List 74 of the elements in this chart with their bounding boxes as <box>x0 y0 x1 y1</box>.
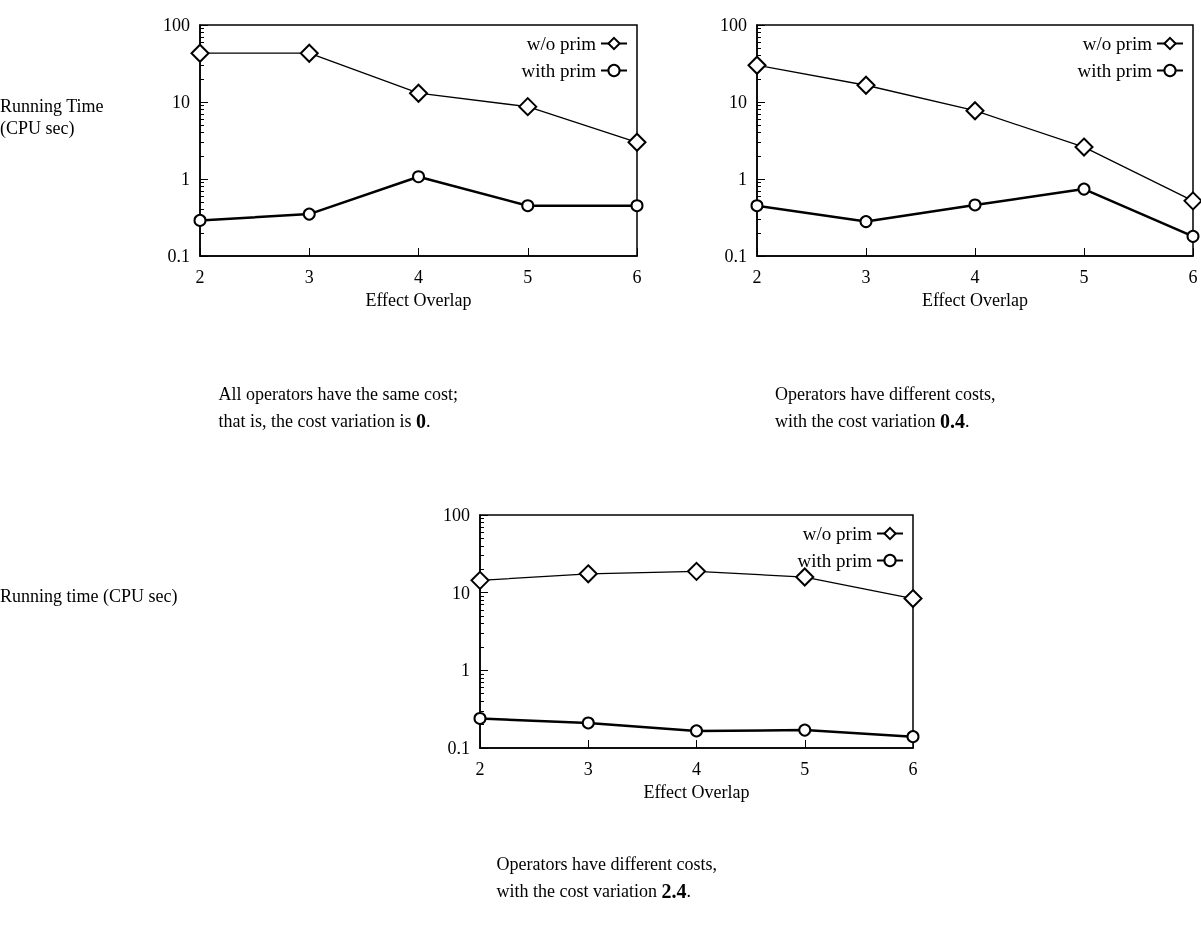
x-tick-label: 5 <box>523 267 533 287</box>
point <box>299 43 319 63</box>
point <box>795 567 815 587</box>
y-tick-label: 10 <box>452 582 470 603</box>
x-tick-label: 3 <box>304 267 314 287</box>
text: Operators have different costs, <box>496 854 718 874</box>
text: Operators have different costs, <box>775 384 996 404</box>
x-axis-title: Effect Overlap <box>365 289 472 310</box>
point <box>1186 229 1200 243</box>
y-tick-label: 1 <box>738 169 747 189</box>
text: with the cost variation 0.4. <box>775 410 970 432</box>
point <box>578 564 598 584</box>
y-tick-label: 1 <box>461 660 470 681</box>
point <box>627 132 647 152</box>
x-tick-label: 2 <box>195 267 205 287</box>
point <box>750 199 764 213</box>
x-tick-label: 4 <box>414 267 423 287</box>
y-tick-label: 0.1 <box>447 738 470 758</box>
x-tick-label: 3 <box>583 759 593 779</box>
point <box>1074 137 1094 157</box>
x-tick-label: 3 <box>861 267 871 287</box>
point <box>690 724 703 738</box>
x-axis-title: Effect Overlap <box>921 289 1029 310</box>
x-tick-label: 6 <box>632 267 642 287</box>
point <box>968 198 982 212</box>
point <box>518 97 538 117</box>
x-axis-title: Effect Overlap <box>643 781 750 802</box>
text: All operators have the same cost; <box>218 384 458 404</box>
y-tick-label: 10 <box>729 92 747 112</box>
point <box>687 561 706 581</box>
x-tick-label: 6 <box>908 759 918 779</box>
y-tick-label: 100 <box>443 505 470 525</box>
x-tick-label: 5 <box>1079 267 1089 287</box>
point <box>903 589 923 609</box>
text: that is, the cost variation is 0. <box>218 410 431 432</box>
x-tick-label: 2 <box>475 759 485 779</box>
point <box>581 716 595 730</box>
legend-label: with prim <box>797 550 873 571</box>
point <box>856 75 876 95</box>
point <box>1183 191 1201 211</box>
y-tick-label: 1 <box>181 169 190 189</box>
x-tick-label: 4 <box>692 759 701 779</box>
legend-label: with prim <box>1077 60 1153 81</box>
point <box>412 170 425 184</box>
point <box>747 55 767 75</box>
point <box>906 730 920 744</box>
point <box>409 83 428 103</box>
point <box>193 213 207 227</box>
y-axis-title: Running Time (CPU sec) <box>0 96 109 139</box>
point <box>1077 182 1091 196</box>
point <box>473 711 487 725</box>
point <box>859 215 873 229</box>
x-tick-label: 5 <box>800 759 810 779</box>
y-tick-label: 100 <box>163 15 190 35</box>
y-tick-label: 10 <box>172 92 190 112</box>
point <box>470 570 490 590</box>
y-axis-title: Running time (CPU sec) <box>0 586 178 607</box>
y-tick-label: 100 <box>720 15 747 35</box>
legend-label: with prim <box>521 60 597 81</box>
y-tick-label: 0.1 <box>724 246 747 266</box>
x-tick-label: 4 <box>970 267 980 287</box>
legend-label: w/o prim <box>802 523 873 544</box>
legend-label: w/o prim <box>1082 33 1153 54</box>
x-tick-label: 2 <box>752 267 762 287</box>
point <box>965 101 985 121</box>
point <box>798 723 812 737</box>
point <box>521 199 535 213</box>
y-tick-label: 0.1 <box>167 246 190 266</box>
text: with the cost variation 2.4. <box>496 880 691 902</box>
point <box>190 43 210 63</box>
x-tick-label: 6 <box>1188 267 1198 287</box>
point <box>302 207 316 221</box>
legend-label: w/o prim <box>526 33 597 54</box>
point <box>630 199 644 213</box>
